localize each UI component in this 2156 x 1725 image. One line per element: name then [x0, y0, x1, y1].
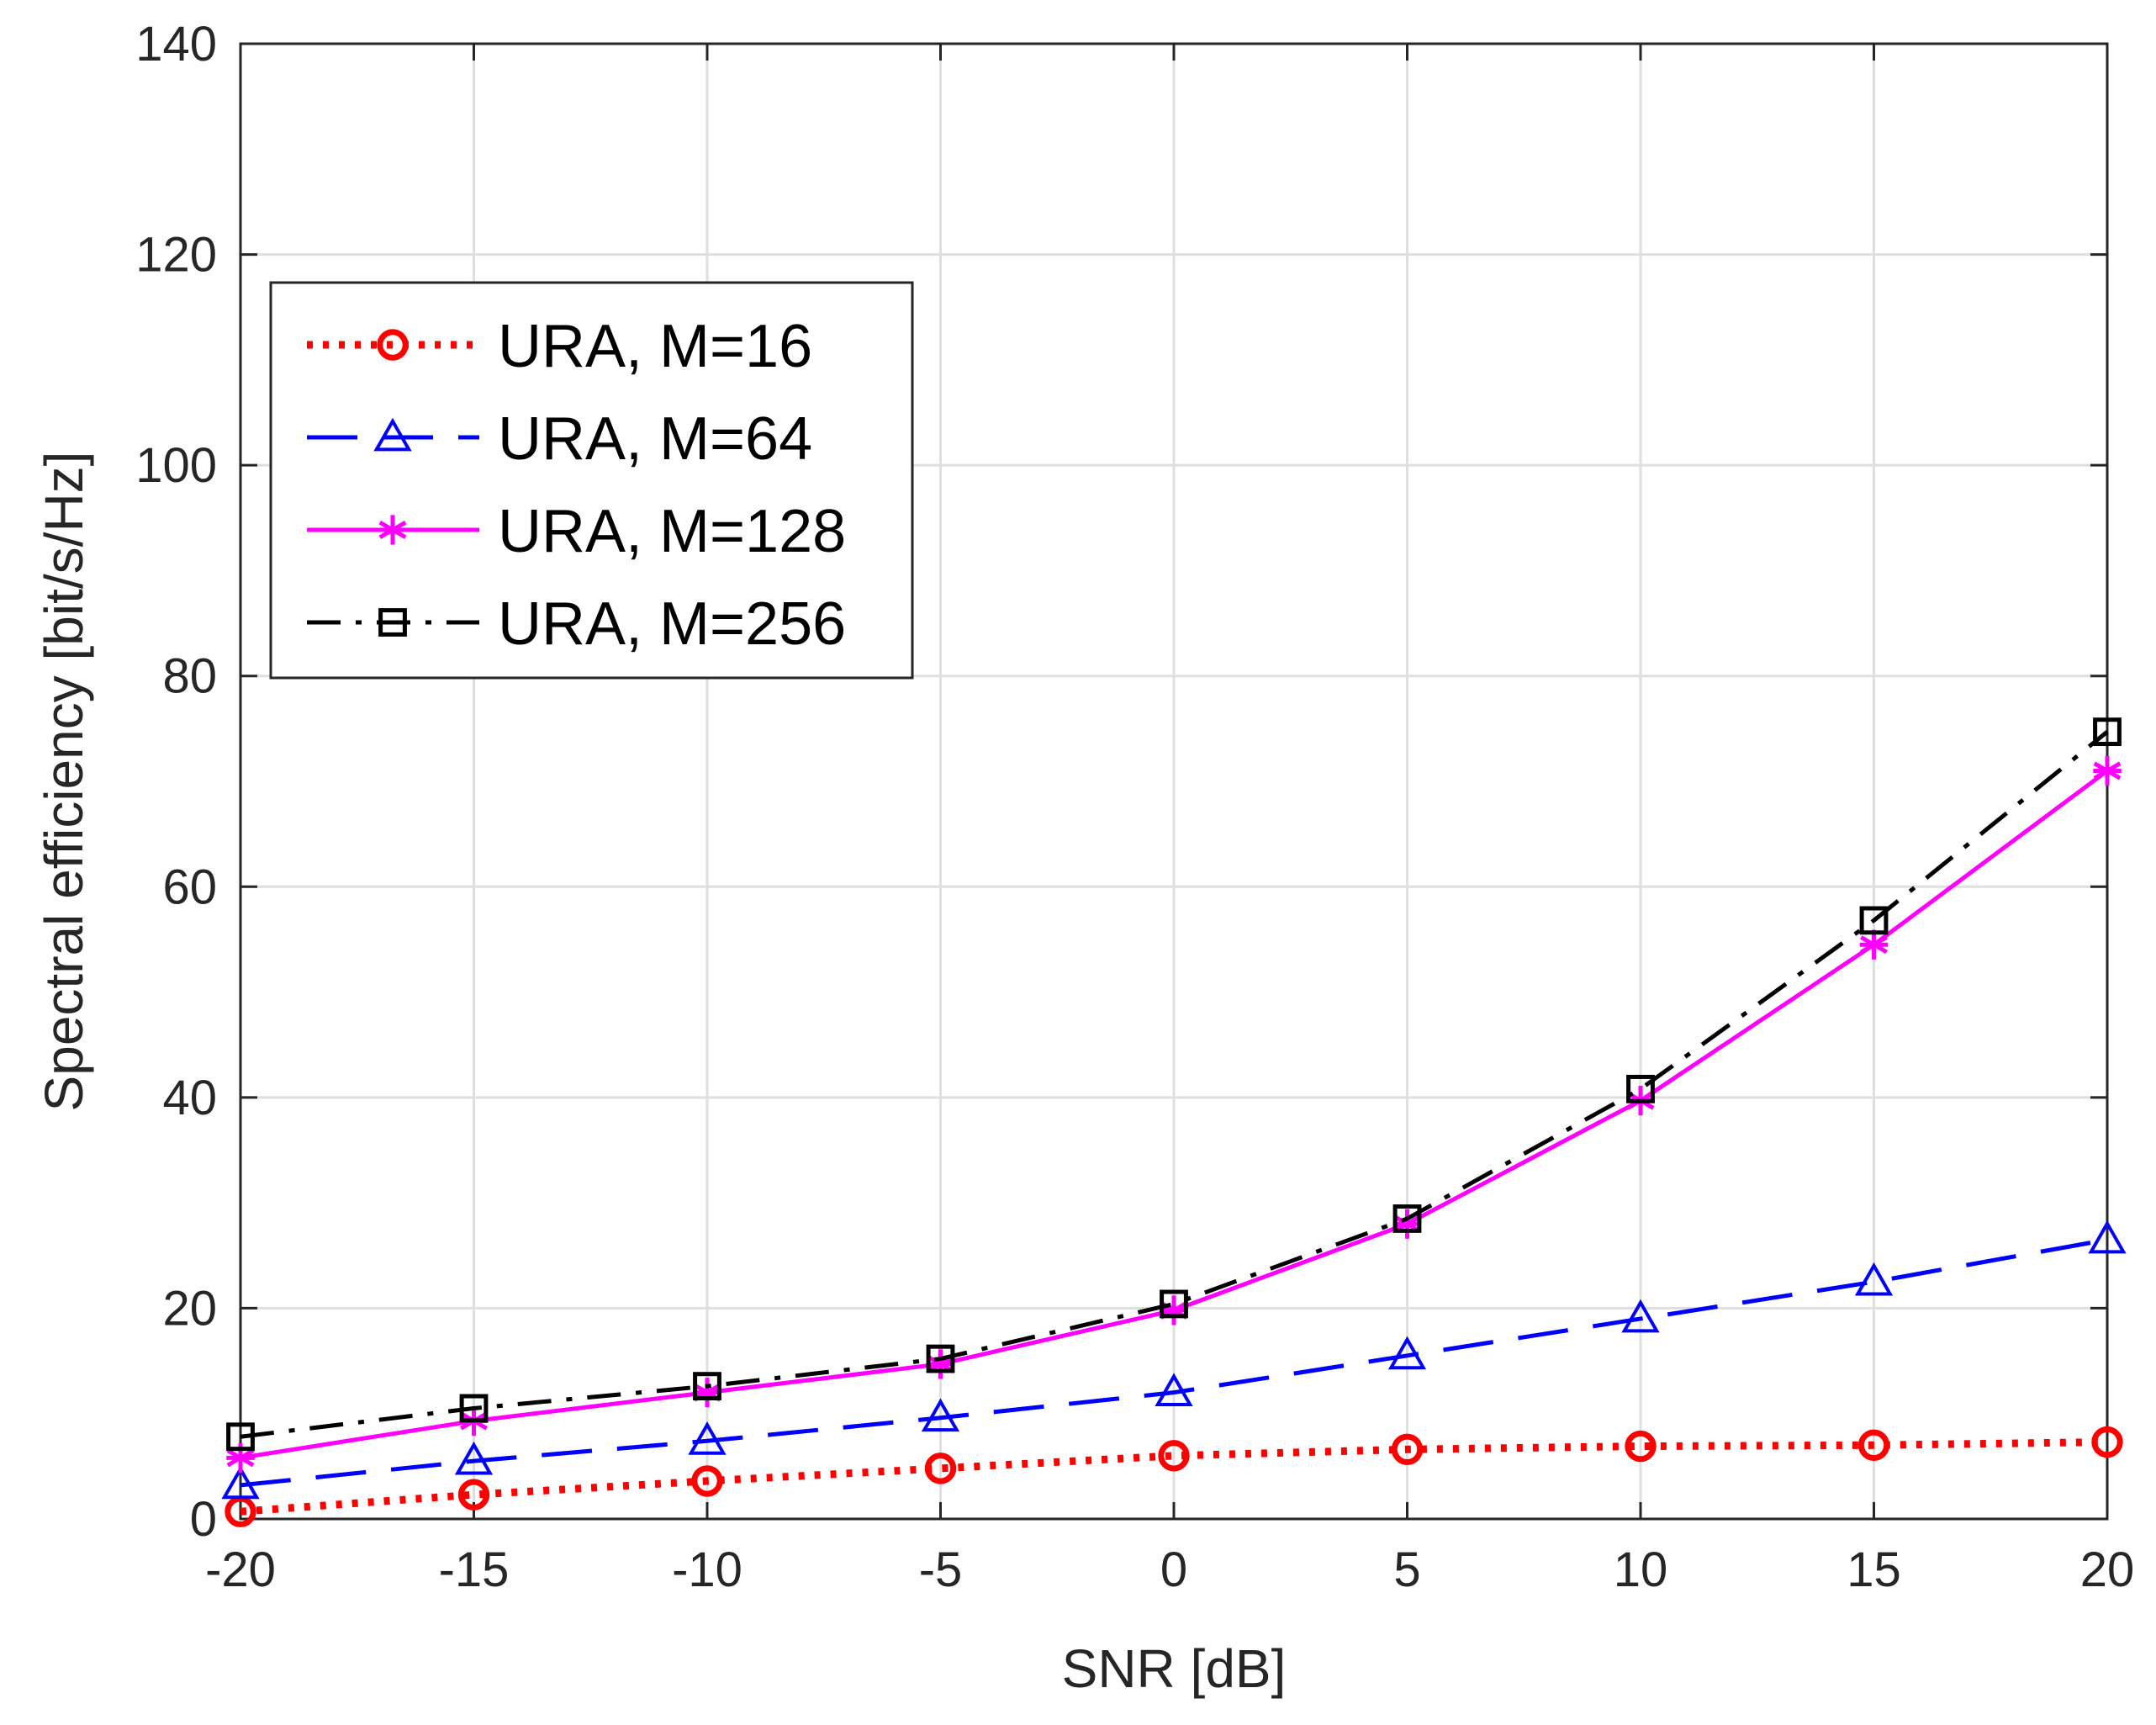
- y-tick-label: 40: [162, 1071, 217, 1125]
- triangle-marker: [1387, 1336, 1427, 1370]
- circle-marker: [2091, 1426, 2123, 1458]
- square-marker: [2093, 717, 2122, 747]
- legend-asterisk-marker: [378, 515, 407, 545]
- asterisk-marker: [1859, 929, 1889, 960]
- x-tick-label: 10: [1614, 1542, 1668, 1597]
- circle-marker: [924, 1452, 957, 1484]
- triangle-marker: [1621, 1299, 1660, 1333]
- legend-triangle-marker: [373, 417, 412, 452]
- legend-label: URA, M=128: [498, 498, 846, 565]
- legend-item: URA, M=128: [307, 498, 846, 565]
- legend-circle-marker: [377, 329, 409, 361]
- triangle-marker: [2088, 1220, 2127, 1254]
- triangle-marker: [688, 1421, 727, 1455]
- legend-item: URA, M=256: [307, 590, 846, 658]
- circle-marker: [1158, 1440, 1190, 1472]
- triangle-marker: [1155, 1373, 1193, 1407]
- y-tick-label: 120: [135, 228, 217, 283]
- y-tick-label: 0: [190, 1492, 217, 1547]
- series-ura-m-64: [221, 1220, 2127, 1500]
- legend: URA, M=16 URA, M=64 URA, M=128 URA, M=256: [269, 281, 914, 680]
- x-axis-label: SNR [dB]: [1062, 1638, 1287, 1699]
- x-tick-label: 5: [1393, 1542, 1420, 1597]
- legend-label: URA, M=64: [498, 405, 812, 473]
- triangle-marker: [1854, 1262, 1894, 1296]
- circle-marker: [457, 1479, 490, 1511]
- axis-ticks: -20 -15 -10 -5 0 5 10 15 20 0 20 40 60 80 100 120 140: [135, 17, 2134, 1597]
- x-tick-label: -20: [205, 1542, 276, 1597]
- square-marker: [1392, 1204, 1422, 1233]
- y-tick-label: 20: [162, 1281, 217, 1336]
- x-tick-label: 20: [2080, 1542, 2135, 1597]
- square-marker: [926, 1344, 955, 1373]
- triangle-marker: [454, 1441, 494, 1475]
- square-marker: [1160, 1289, 1188, 1319]
- y-tick-label: 60: [162, 860, 217, 914]
- circle-marker: [691, 1465, 723, 1497]
- triangle-marker: [921, 1398, 960, 1432]
- asterisk-marker: [2093, 755, 2122, 786]
- series-line: [240, 1237, 2108, 1488]
- circle-marker: [1857, 1429, 1890, 1462]
- x-tick-label: 0: [1160, 1542, 1187, 1597]
- legend-label: URA, M=16: [498, 313, 812, 380]
- x-tick-label: 15: [1847, 1542, 1901, 1597]
- square-marker: [1626, 1074, 1655, 1103]
- legend-item: URA, M=64: [307, 405, 812, 473]
- y-tick-label: 100: [135, 438, 217, 493]
- y-axis-label: Spectral efficiency [bit/s/Hz]: [34, 452, 94, 1112]
- data-series: [221, 717, 2127, 1527]
- y-tick-label: 80: [162, 649, 217, 704]
- x-tick-label: -15: [439, 1542, 510, 1597]
- circle-marker: [1625, 1430, 1657, 1463]
- square-marker: [459, 1394, 489, 1423]
- legend-item: URA, M=16: [307, 313, 812, 380]
- triangle-marker: [221, 1465, 260, 1500]
- series-ura-m-256: [226, 717, 2122, 1452]
- square-marker: [693, 1372, 721, 1401]
- series-ura-m-16: [225, 1426, 2123, 1527]
- x-tick-label: -10: [672, 1542, 742, 1597]
- square-marker: [226, 1422, 255, 1452]
- circle-marker: [1391, 1433, 1424, 1466]
- y-tick-label: 140: [135, 17, 217, 71]
- legend-square-marker: [378, 608, 407, 637]
- x-tick-label: -5: [919, 1542, 963, 1597]
- legend-label: URA, M=256: [498, 590, 846, 658]
- square-marker: [1859, 906, 1889, 935]
- asterisk-marker: [226, 1442, 255, 1473]
